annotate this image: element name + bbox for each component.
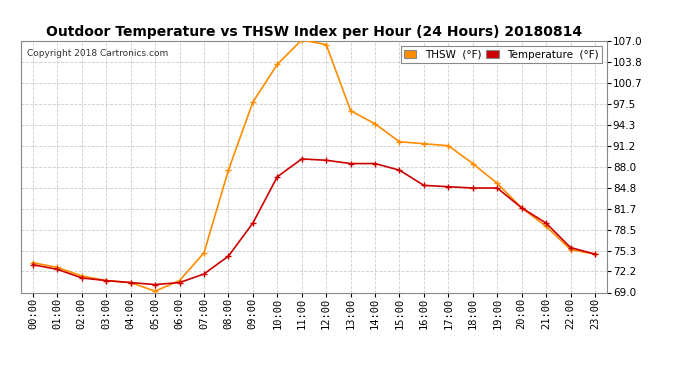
Title: Outdoor Temperature vs THSW Index per Hour (24 Hours) 20180814: Outdoor Temperature vs THSW Index per Ho… xyxy=(46,25,582,39)
Legend: THSW  (°F), Temperature  (°F): THSW (°F), Temperature (°F) xyxy=(401,46,602,63)
Text: Copyright 2018 Cartronics.com: Copyright 2018 Cartronics.com xyxy=(26,49,168,58)
